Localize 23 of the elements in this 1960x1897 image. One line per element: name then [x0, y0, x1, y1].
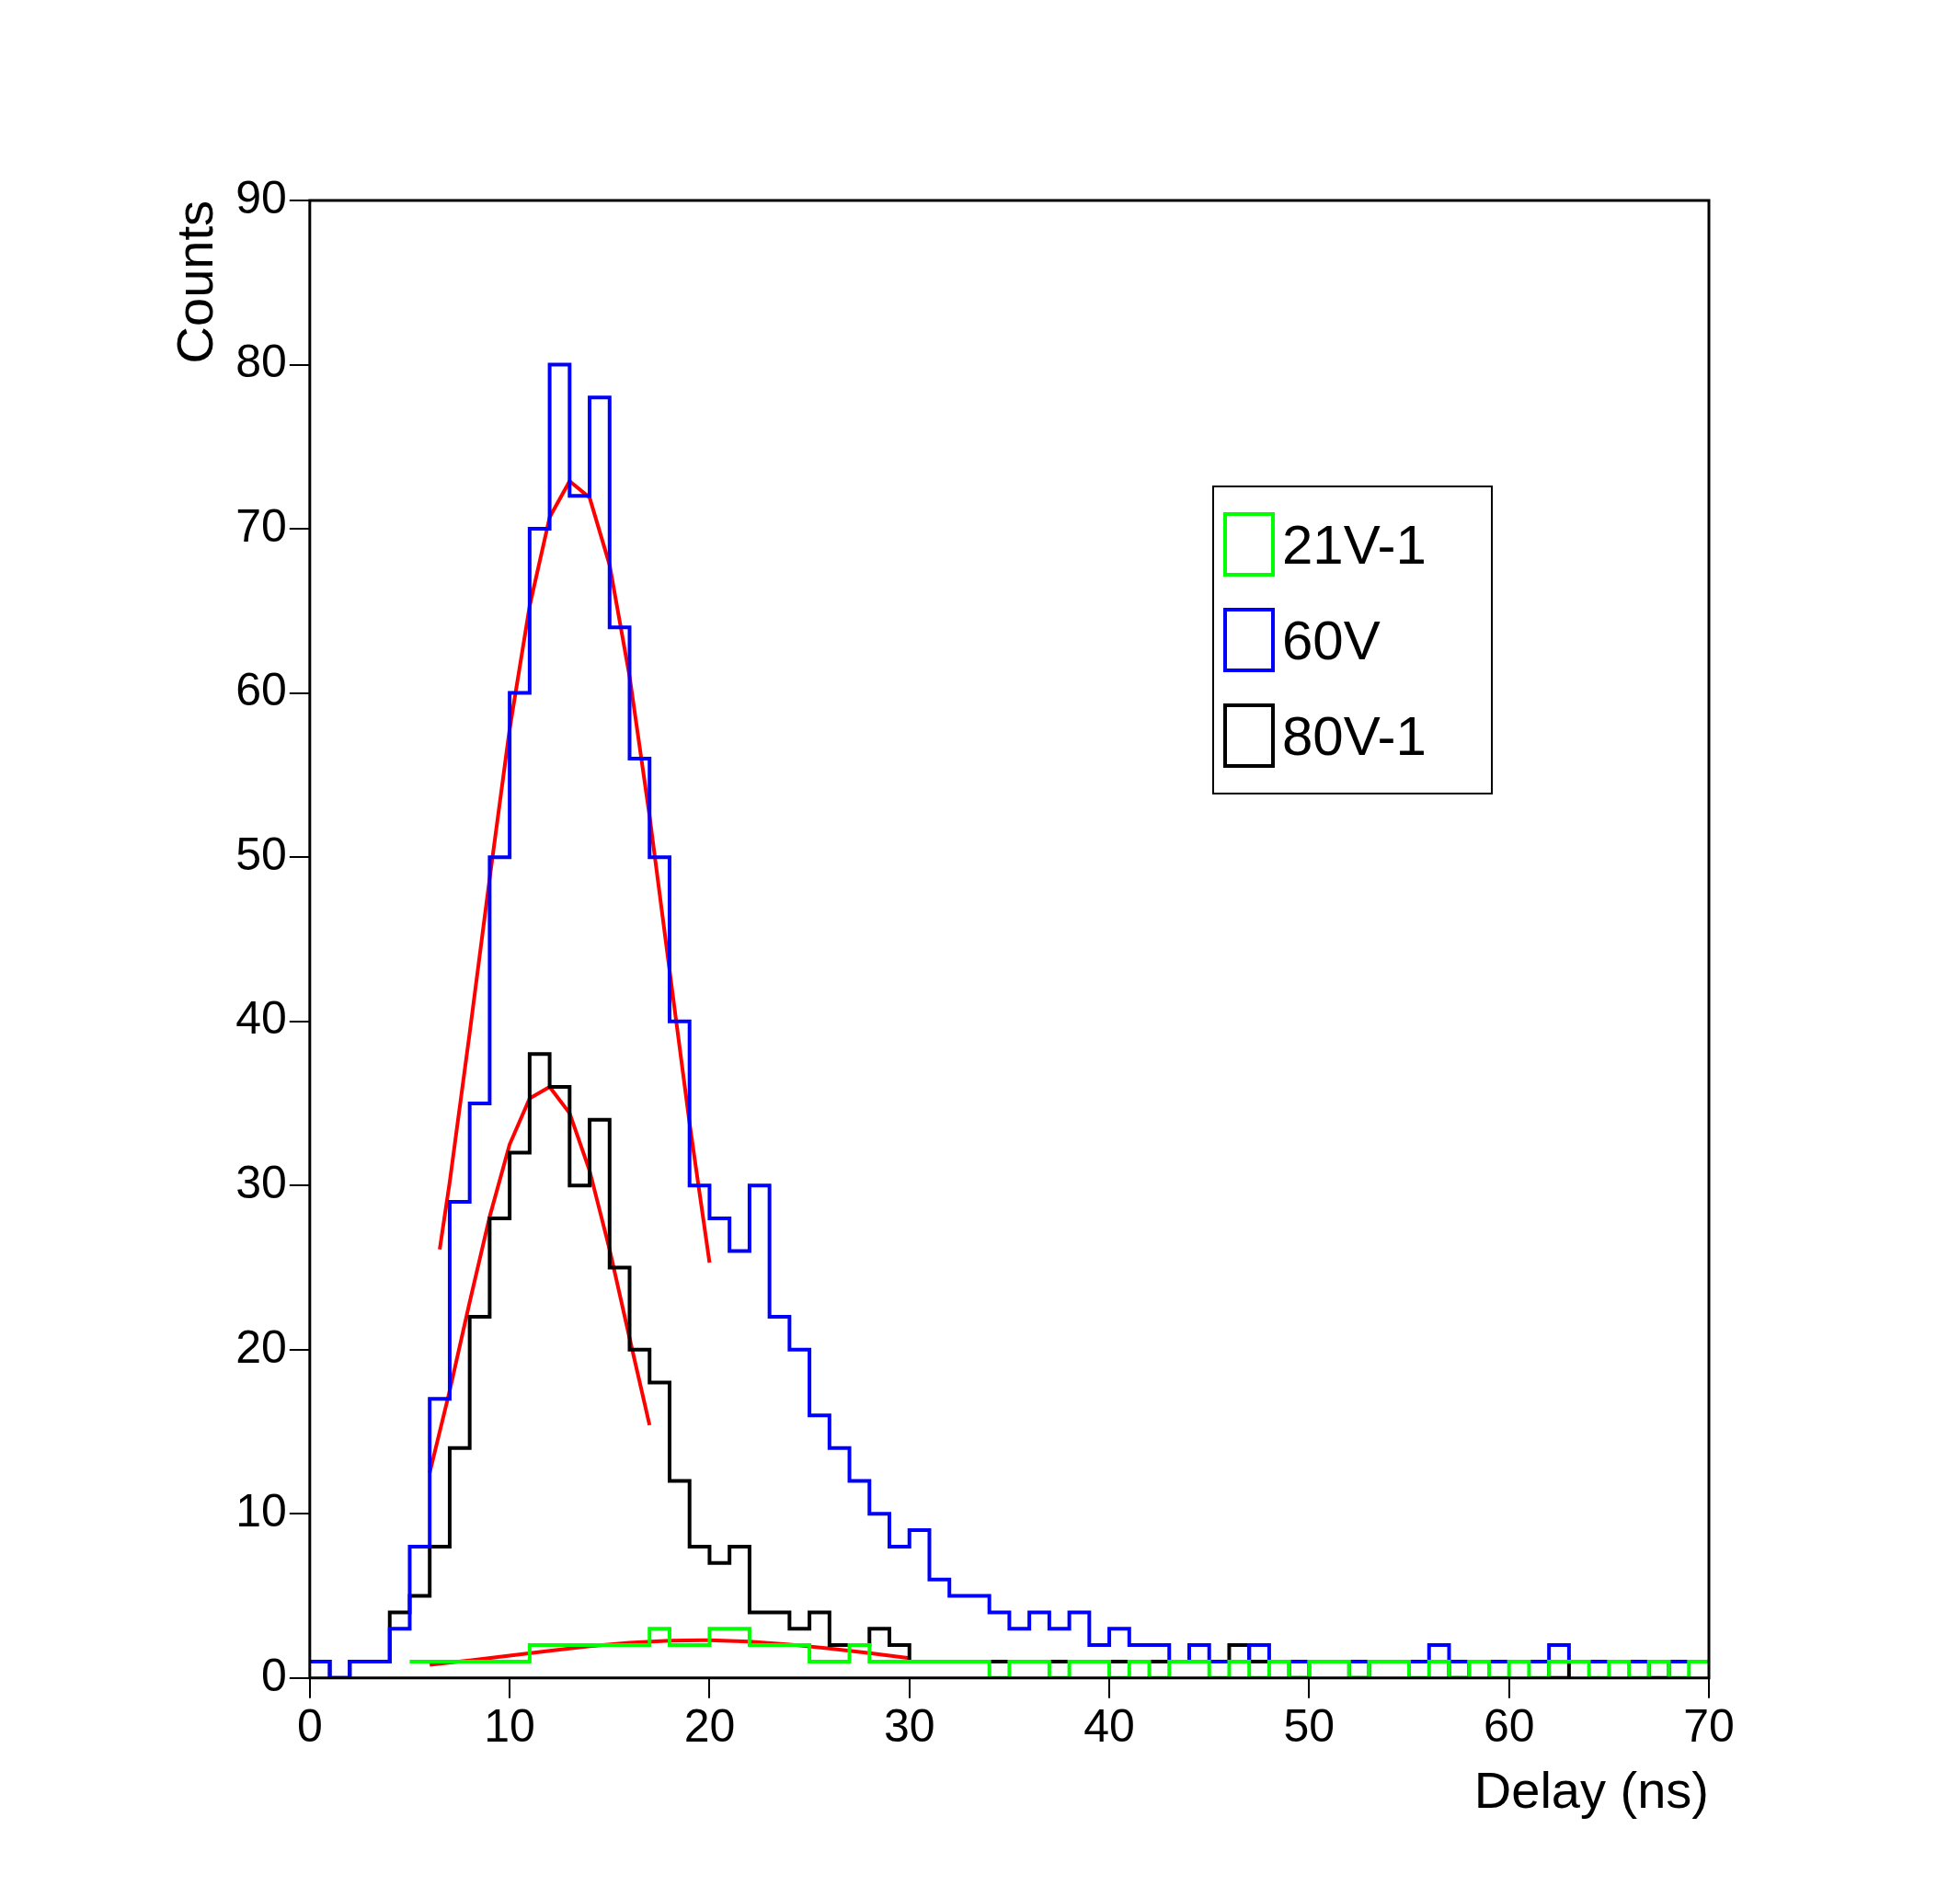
x-tick-label: 40 — [1083, 1699, 1135, 1752]
y-tick-label: 80 — [235, 336, 287, 388]
x-tick-label: 30 — [883, 1699, 935, 1752]
y-tick-label: 60 — [235, 664, 287, 716]
y-axis-title: Counts — [166, 200, 224, 364]
y-tick-label: 50 — [235, 828, 287, 880]
y-tick-label: 70 — [235, 499, 287, 552]
y-tick-label: 90 — [235, 171, 287, 223]
x-tick-label: 20 — [683, 1699, 736, 1752]
x-axis-title: Delay (ns) — [1473, 1760, 1709, 1819]
y-tick-label: 30 — [235, 1156, 287, 1208]
y-tick-label: 20 — [235, 1320, 287, 1373]
x-tick-label: 50 — [1283, 1699, 1335, 1752]
x-tick-label: 0 — [296, 1699, 323, 1752]
legend-label: 80V-1 — [1282, 703, 1427, 768]
x-tick-label: 10 — [484, 1699, 535, 1752]
y-tick-label: 0 — [261, 1649, 287, 1701]
y-tick-label: 40 — [235, 992, 287, 1045]
x-tick-label: 60 — [1483, 1699, 1535, 1752]
x-tick-label: 70 — [1683, 1699, 1735, 1752]
legend-label: 60V — [1282, 608, 1381, 672]
legend-label: 21V-1 — [1282, 512, 1427, 577]
y-tick-label: 10 — [235, 1485, 287, 1537]
